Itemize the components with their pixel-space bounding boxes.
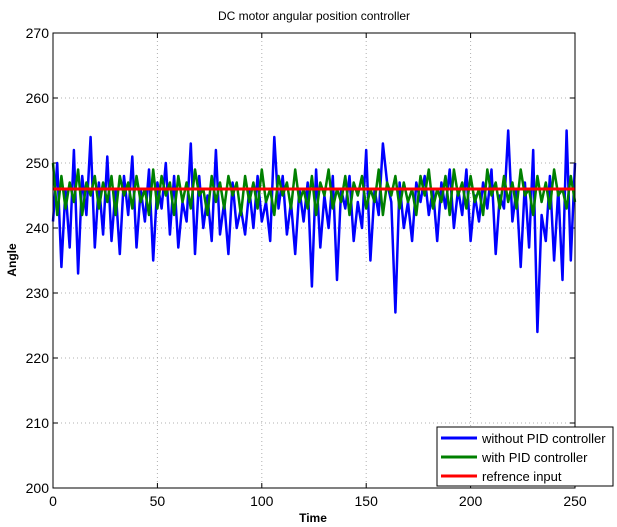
y-tick-label: 230 — [26, 285, 50, 301]
x-tick-label: 200 — [459, 493, 483, 509]
legend-label-reference: refrence input — [482, 469, 562, 484]
x-tick-label: 100 — [250, 493, 274, 509]
y-tick-label: 210 — [26, 415, 50, 431]
x-axis-title: Time — [299, 511, 327, 525]
chart-title: DC motor angular position controller — [218, 9, 410, 23]
y-tick-label: 240 — [26, 220, 50, 236]
legend-label-without-pid: without PID controller — [481, 431, 606, 446]
series-without-pid-line — [51, 129, 577, 334]
y-tick-label: 250 — [26, 155, 50, 171]
axis-ticks: 0 50 100 150 200 250 200 210 220 230 240 250 260 270 — [26, 25, 587, 509]
x-tick-label: 0 — [49, 493, 57, 509]
y-axis-title: Angle — [5, 243, 19, 277]
x-tick-label: 250 — [563, 493, 587, 509]
series-with-pid-line — [51, 162, 577, 217]
x-tick-label: 150 — [355, 493, 379, 509]
y-tick-label: 220 — [26, 350, 50, 366]
legend: without PID controller with PID controll… — [436, 426, 614, 487]
x-tick-label: 50 — [150, 493, 166, 509]
plot-area-frame — [52, 32, 576, 489]
y-tick-label: 200 — [26, 480, 50, 496]
legend-label-with-pid: with PID controller — [481, 450, 588, 465]
y-tick-label: 270 — [26, 25, 50, 41]
series-group — [51, 129, 577, 334]
y-tick-label: 260 — [26, 90, 50, 106]
